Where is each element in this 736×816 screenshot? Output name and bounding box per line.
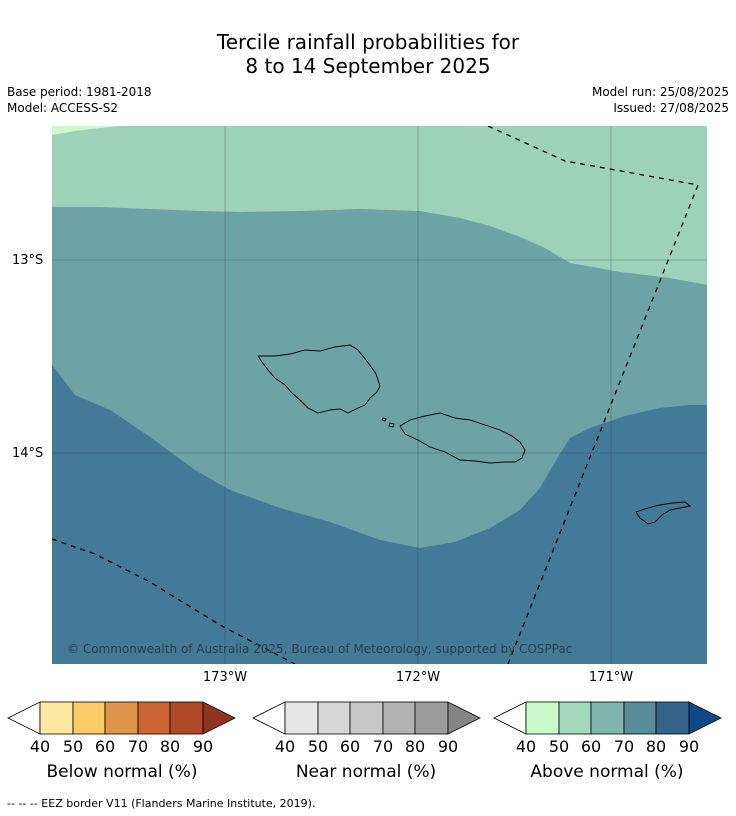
map-area[interactable]: [52, 126, 707, 664]
graticule: [52, 126, 707, 664]
near-tick-80: 80: [404, 737, 426, 756]
near-tick-40: 40: [274, 737, 296, 756]
above-tick-40: 40: [515, 737, 537, 756]
islands: [257, 344, 692, 525]
near-tick-50: 50: [307, 737, 329, 756]
copyright-text: © Commonwealth of Australia 2025, Bureau…: [67, 642, 573, 656]
lat-label-14s: 14°S: [12, 446, 44, 461]
region-above-40-50: [52, 126, 120, 135]
lat-label-13s: 13°S: [12, 253, 44, 268]
island-apolima: [388, 422, 395, 428]
near-tick-70: 70: [372, 737, 394, 756]
island-upolu: [399, 412, 526, 464]
region-above-50-60: [52, 126, 707, 285]
base-period: Base period: 1981-2018: [7, 85, 152, 99]
above-tick-70: 70: [613, 737, 635, 756]
eez-border: [52, 126, 699, 664]
below-tick-60: 60: [94, 737, 116, 756]
near-tick-90: 90: [437, 737, 459, 756]
island-manono: [381, 417, 387, 422]
below-normal-label: Below normal (%): [46, 762, 198, 782]
above-tick-60: 60: [580, 737, 602, 756]
lon-label-173w: 173°W: [202, 670, 248, 685]
meta-right: Model run: 25/08/2025 Issued: 27/08/2025: [592, 84, 729, 116]
chart-title: Tercile rainfall probabilities for 8 to …: [0, 30, 736, 78]
near-normal-label: Near normal (%): [295, 762, 437, 782]
meta-left: Base period: 1981-2018 Model: ACCESS-S2: [7, 84, 152, 116]
colorbar-above: [493, 701, 722, 735]
lon-label-172w: 172°W: [395, 670, 441, 685]
island-savaii: [257, 344, 381, 414]
title-line-2: 8 to 14 September 2025: [245, 54, 491, 78]
below-tick-40: 40: [29, 737, 51, 756]
colorbar-below: [7, 701, 236, 735]
colorbar-near: [252, 701, 481, 735]
issued-date: Issued: 27/08/2025: [613, 101, 729, 115]
above-tick-50: 50: [548, 737, 570, 756]
model-name: Model: ACCESS-S2: [7, 101, 119, 115]
title-line-1: Tercile rainfall probabilities for: [216, 30, 520, 54]
eez-legend-footer: -- -- -- EEZ border V11 (Flanders Marine…: [7, 797, 316, 810]
below-tick-70: 70: [127, 737, 149, 756]
below-tick-50: 50: [62, 737, 84, 756]
lon-label-171w: 171°W: [588, 670, 634, 685]
near-tick-60: 60: [339, 737, 361, 756]
model-run: Model run: 25/08/2025: [591, 85, 729, 99]
island-tutuila: [635, 501, 692, 525]
below-tick-80: 80: [159, 737, 181, 756]
above-tick-80: 80: [645, 737, 667, 756]
above-tick-90: 90: [678, 737, 700, 756]
below-tick-90: 90: [192, 737, 214, 756]
above-normal-label: Above normal (%): [530, 762, 684, 782]
